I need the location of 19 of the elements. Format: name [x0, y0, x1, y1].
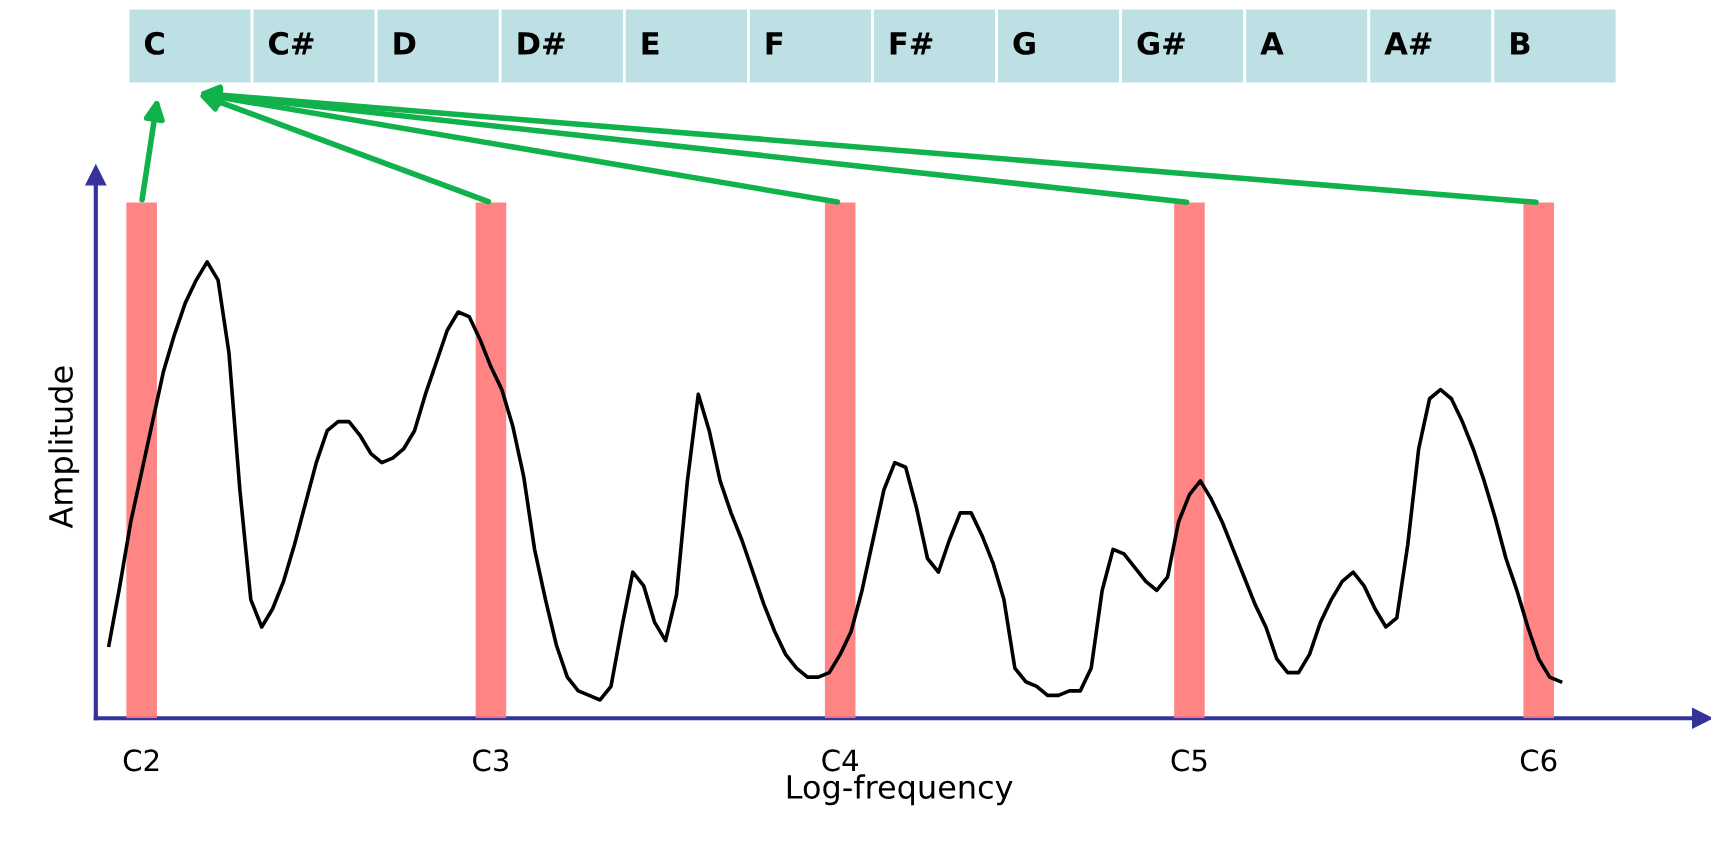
text: B — [1511, 32, 1530, 55]
text: C# — [269, 31, 314, 55]
text: C — [144, 31, 164, 55]
x-tick-label: C4 — [822, 749, 859, 772]
text: F# — [890, 32, 933, 55]
x-axis-title: Log-frequency — [787, 774, 1013, 806]
text: G — [1013, 31, 1035, 55]
text: E — [642, 32, 659, 55]
text: G# — [1137, 31, 1185, 55]
text: D — [394, 32, 416, 55]
y-axis-title: Amplitude — [48, 366, 80, 529]
text: A — [1260, 32, 1284, 55]
x-tick-label: C6 — [1520, 749, 1557, 772]
text: D# — [518, 32, 565, 55]
x-tick-label: C3 — [473, 749, 509, 772]
x-tick-label: C5 — [1171, 749, 1207, 772]
x-tick-label: C2 — [123, 749, 159, 772]
text: A# — [1384, 32, 1432, 55]
text: F — [766, 32, 783, 55]
